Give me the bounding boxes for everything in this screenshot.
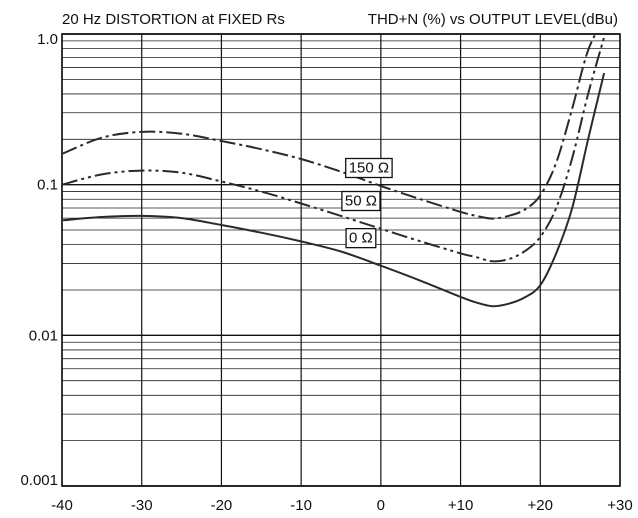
- y-tick-label: 0.1: [37, 177, 58, 194]
- series-line-2: [62, 37, 606, 263]
- series-line-1: [62, 72, 606, 308]
- x-tick-label: -40: [51, 497, 73, 514]
- y-tick-label: 1.0: [37, 31, 58, 48]
- x-tick-label: +30: [607, 497, 632, 514]
- chart-title: 20 Hz DISTORTION at FIXED Rs: [62, 11, 285, 28]
- x-axis-tick-labels: -40 -30 -20 -10 0 +10 +20 +30: [51, 497, 633, 514]
- grid-minor-lines: [62, 40, 620, 442]
- x-tick-label: +10: [448, 497, 473, 514]
- x-tick-label: -20: [211, 497, 233, 514]
- y-axis-tick-labels: 0.001 0.01 0.1 1.0: [20, 31, 58, 489]
- series-label-text: 50 Ω: [345, 193, 377, 210]
- x-tick-label: -30: [131, 497, 153, 514]
- x-tick-label: +20: [528, 497, 553, 514]
- series-label-text: 150 Ω: [349, 159, 389, 176]
- series-line-3: [62, 34, 597, 220]
- series-label-1: 0 Ω: [345, 227, 377, 249]
- x-tick-label: 0: [377, 497, 385, 514]
- series-label-2: 50 Ω: [341, 190, 381, 212]
- y-tick-label: 0.001: [20, 472, 58, 489]
- series-layer: [62, 34, 606, 308]
- series-label-text: 0 Ω: [349, 230, 373, 247]
- y-tick-label: 0.01: [29, 327, 58, 344]
- chart-subtitle: THD+N (%) vs OUTPUT LEVEL(dBu): [368, 11, 618, 28]
- series-label-3: 150 Ω: [345, 157, 393, 179]
- x-tick-label: -10: [290, 497, 312, 514]
- grid-major-lines: [61, 33, 621, 487]
- plot-frame: [61, 33, 621, 487]
- series-labels: 0 Ω 50 Ω 150 Ω: [341, 157, 393, 249]
